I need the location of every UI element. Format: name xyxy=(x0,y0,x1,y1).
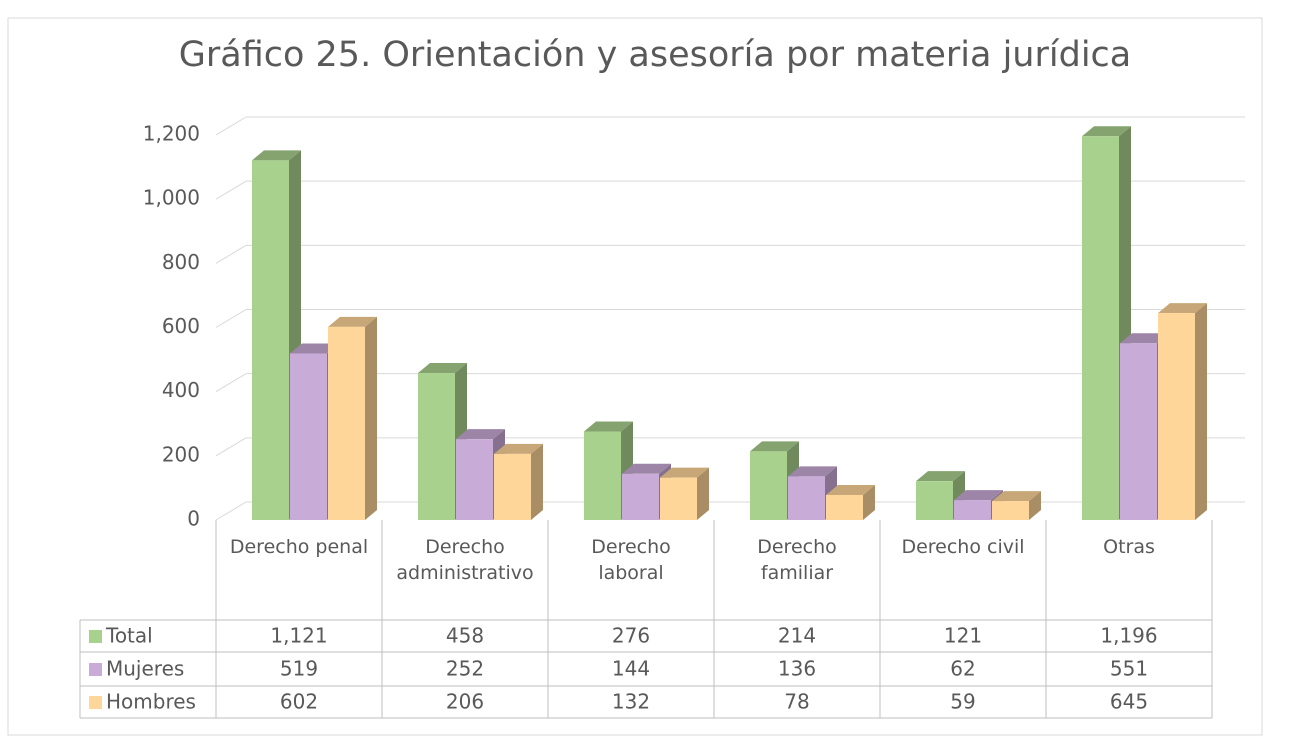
bar xyxy=(290,353,327,520)
bar xyxy=(916,481,953,520)
bar xyxy=(418,373,455,520)
category-cell: Derecho laboral xyxy=(591,536,671,584)
bar xyxy=(456,439,493,520)
bar xyxy=(954,500,991,520)
bar-side xyxy=(697,467,709,520)
table-value: 62 xyxy=(950,657,975,681)
bar-top xyxy=(916,471,965,482)
bar-top xyxy=(252,150,301,161)
table-value: 121 xyxy=(944,624,982,648)
bar-top xyxy=(622,463,671,474)
bar xyxy=(328,326,365,520)
grid-line xyxy=(215,437,247,457)
x-tick-label: Derecho familiar xyxy=(757,536,837,584)
table-value: 551 xyxy=(1110,657,1148,681)
y-tick-label: 0 xyxy=(187,507,200,531)
y-tick-label: 1,200 xyxy=(143,122,200,146)
grid-line xyxy=(215,116,247,136)
bar-top xyxy=(788,466,837,477)
table-value: 1,121 xyxy=(270,624,327,648)
table-value: 78 xyxy=(784,690,809,714)
legend-key xyxy=(89,663,102,676)
bar xyxy=(1120,343,1157,520)
bar-top xyxy=(456,429,505,440)
legend-label: Total xyxy=(105,624,153,648)
grid-line xyxy=(215,180,247,200)
x-tick-label: Derecho penal xyxy=(229,536,369,558)
category-cell: Derecho familiar xyxy=(757,536,837,584)
table-value: 458 xyxy=(446,624,484,648)
category-cell: Derecho penal xyxy=(229,536,369,558)
bar-side xyxy=(863,484,875,520)
chart-title: Gráfico 25. Orientación y asesoría por m… xyxy=(179,35,1132,75)
bar-top xyxy=(418,363,467,374)
table-value: 602 xyxy=(280,690,318,714)
bar-side xyxy=(531,443,543,520)
chart-frame xyxy=(7,17,1263,736)
bar xyxy=(1158,313,1195,520)
bar xyxy=(622,473,659,520)
bar xyxy=(992,501,1029,520)
bar-side xyxy=(365,316,377,520)
y-tick-label: 400 xyxy=(162,378,200,402)
bar-top xyxy=(660,467,709,478)
bar xyxy=(252,160,289,521)
table-value: 144 xyxy=(612,657,650,681)
table-value: 132 xyxy=(612,690,650,714)
category-cell: Otras xyxy=(1103,536,1155,558)
y-tick-label: 1,000 xyxy=(143,186,200,210)
legend-label: Hombres xyxy=(106,690,196,714)
x-tick-label: Otras xyxy=(1103,536,1155,558)
x-tick-label: Derecho administrativo xyxy=(396,536,534,584)
table-value: 276 xyxy=(612,624,650,648)
table-value: 252 xyxy=(446,657,484,681)
bar-top xyxy=(1158,303,1207,314)
bar xyxy=(660,477,697,520)
y-tick-label: 800 xyxy=(162,250,200,274)
bar-top xyxy=(750,441,799,452)
bar-top xyxy=(584,421,633,432)
bar-top xyxy=(992,491,1041,502)
y-tick-label: 200 xyxy=(162,442,200,466)
bar xyxy=(584,431,621,520)
legend-key xyxy=(89,696,102,709)
bar-top xyxy=(328,316,377,327)
bar xyxy=(750,451,787,520)
bar-top xyxy=(1082,126,1131,137)
table-value: 136 xyxy=(778,657,816,681)
legend-label: Mujeres xyxy=(106,657,184,681)
bar xyxy=(494,453,531,520)
bar-top xyxy=(1120,333,1169,344)
grid-line xyxy=(215,309,247,328)
bar xyxy=(1082,136,1119,521)
legend-key xyxy=(89,630,102,643)
bar-top xyxy=(290,343,339,354)
bar-side xyxy=(1195,303,1207,520)
bar-top xyxy=(954,490,1003,501)
grid-line xyxy=(215,373,247,393)
x-tick-label: Derecho laboral xyxy=(591,536,671,584)
category-cell: Derecho civil xyxy=(901,536,1025,558)
table-value: 206 xyxy=(446,690,484,714)
table-value: 214 xyxy=(778,624,816,648)
grid-line xyxy=(215,244,247,264)
table-value: 59 xyxy=(950,690,975,714)
bar xyxy=(788,476,825,520)
x-tick-label: Derecho civil xyxy=(901,536,1025,558)
bar-side xyxy=(1029,491,1041,520)
table-value: 519 xyxy=(280,657,318,681)
bar-top xyxy=(826,484,875,495)
y-tick-label: 600 xyxy=(162,314,200,338)
table-value: 1,196 xyxy=(1100,624,1157,648)
grid-line xyxy=(215,501,247,521)
bar-top xyxy=(494,443,543,454)
category-cell: Derecho administrativo xyxy=(396,536,534,584)
table-value: 645 xyxy=(1110,690,1148,714)
bar xyxy=(826,494,863,520)
